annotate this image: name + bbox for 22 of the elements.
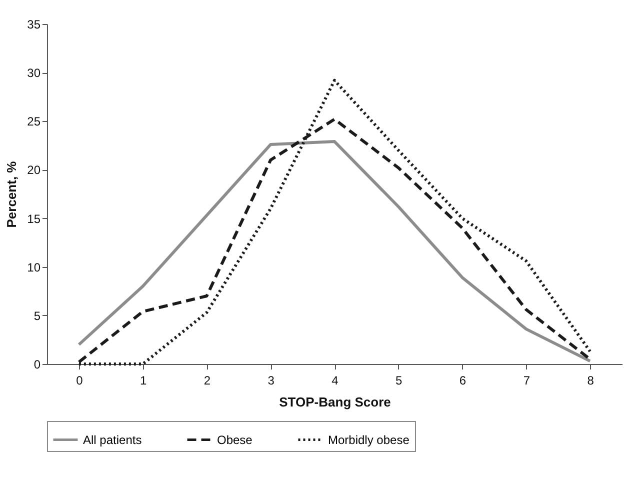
legend-label: Morbidly obese xyxy=(328,432,410,447)
y-tick-label: 10 xyxy=(27,260,41,274)
x-tick-label: 4 xyxy=(332,374,339,388)
y-tick-label: 5 xyxy=(34,308,41,323)
y-axis-title: Percent, % xyxy=(4,160,20,228)
x-tick-label: 7 xyxy=(523,374,530,388)
x-axis-title: STOP-Bang Score xyxy=(279,394,391,410)
y-tick-label: 15 xyxy=(27,212,41,226)
y-tick-label: 20 xyxy=(27,163,41,178)
x-tick-label: 2 xyxy=(204,374,211,388)
x-tick-label: 5 xyxy=(396,374,403,388)
y-tick-label: 35 xyxy=(27,18,41,32)
y-tick-label: 30 xyxy=(27,66,41,80)
legend-label: All patients xyxy=(83,432,142,447)
x-tick-label: 3 xyxy=(268,374,275,388)
x-tick-label: 1 xyxy=(140,374,147,388)
y-tick-label: 25 xyxy=(27,114,41,129)
x-tick-label: 0 xyxy=(76,374,84,388)
y-tick-label: 0 xyxy=(34,358,41,372)
x-tick-label: 6 xyxy=(459,374,466,388)
legend-label: Obese xyxy=(217,432,253,447)
x-tick-label: 8 xyxy=(587,374,594,388)
